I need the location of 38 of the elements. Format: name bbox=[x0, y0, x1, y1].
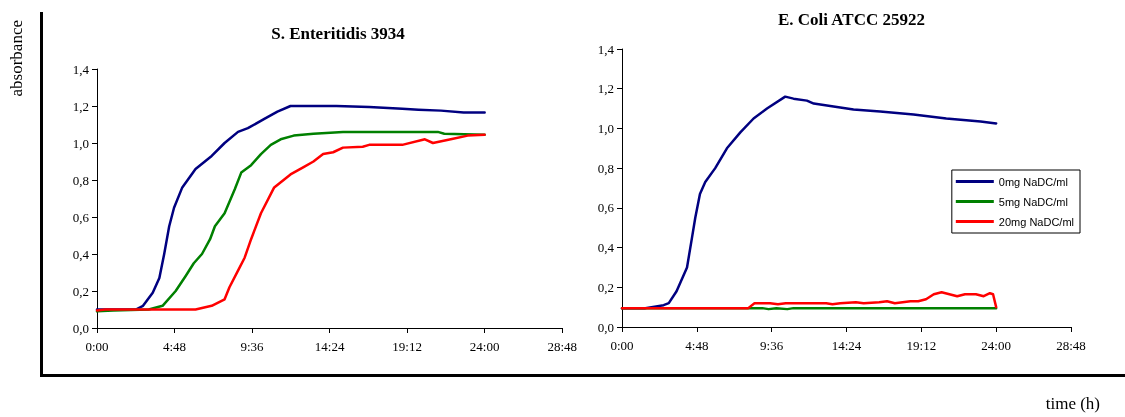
y-axis-title: absorbance bbox=[7, 19, 26, 97]
x-tick-label: 28:48 bbox=[547, 339, 578, 354]
x-tick-label: 4:48 bbox=[685, 338, 709, 353]
legend-label: 20mg NaDC/ml bbox=[998, 215, 1074, 228]
x-tick-label: 19:12 bbox=[906, 338, 937, 353]
y-tick-label: 1,0 bbox=[597, 120, 614, 136]
x-tick-label: 14:24 bbox=[831, 338, 862, 353]
y-tick-label: 1,2 bbox=[597, 81, 614, 97]
x-tick-label: 0:00 bbox=[85, 339, 109, 354]
x-tick-label: 14:24 bbox=[314, 339, 345, 354]
chart-title: E. Coli ATCC 25922 bbox=[777, 10, 926, 29]
x-tick-label: 9:36 bbox=[760, 338, 784, 353]
y-tick-label: 0,4 bbox=[597, 240, 615, 256]
x-tick-label: 24:00 bbox=[981, 338, 1011, 353]
y-tick-label: 0,8 bbox=[597, 160, 614, 176]
x-tick-label: 19:12 bbox=[392, 339, 422, 354]
y-tick-label: 0,0 bbox=[597, 319, 614, 335]
y-tick-label: 0,2 bbox=[597, 279, 614, 295]
y-tick-label: 0,6 bbox=[72, 209, 90, 225]
line-series bbox=[620, 291, 998, 310]
x-tick-label: 4:48 bbox=[162, 339, 187, 354]
y-tick-label: 1,4 bbox=[597, 41, 615, 57]
x-tick-label: 28:48 bbox=[1056, 338, 1086, 353]
x-tick-label: 9:36 bbox=[240, 339, 265, 354]
y-tick-label: 0,0 bbox=[72, 320, 89, 336]
legend-label: 0mg NaDC/ml bbox=[998, 175, 1068, 188]
x-tick-label: 24:00 bbox=[469, 339, 500, 354]
y-tick-label: 1,4 bbox=[72, 61, 90, 77]
y-tick-label: 0,8 bbox=[72, 172, 89, 188]
x-tick-label: 0:00 bbox=[610, 338, 634, 353]
y-tick-label: 1,0 bbox=[72, 135, 89, 151]
chart-title: S. Enteritidis 3934 bbox=[271, 24, 406, 43]
y-tick-label: 0,6 bbox=[597, 200, 615, 216]
x-axis-title: time (h) bbox=[1045, 394, 1101, 413]
y-tick-label: 0,2 bbox=[72, 283, 89, 299]
legend-label: 5mg NaDC/ml bbox=[998, 195, 1068, 208]
y-tick-label: 0,4 bbox=[72, 246, 90, 262]
y-tick-label: 1,2 bbox=[72, 98, 89, 114]
